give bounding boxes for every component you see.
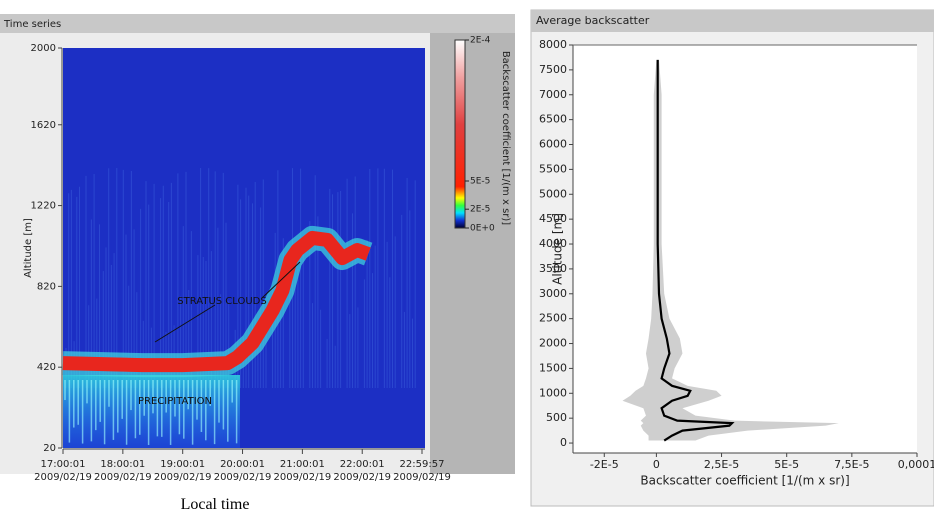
- y-tick-label: 820: [37, 281, 56, 292]
- spread-band: [622, 59, 839, 441]
- y-tick-label: 7500: [539, 63, 567, 76]
- y-tick-label: 6500: [539, 113, 567, 126]
- y-tick-label: 0: [560, 436, 567, 449]
- y-tick-label: 4000: [539, 237, 567, 250]
- x-tick-label: 21:00:01 2009/02/19: [273, 459, 332, 483]
- y-tick-label: 7000: [539, 88, 567, 101]
- y-tick-label: 20: [43, 443, 56, 454]
- y-tick-label: 2500: [539, 312, 567, 325]
- y-tick-label: 5000: [539, 187, 567, 200]
- x-tick-label: 22:59:57 2009/02/19: [393, 459, 451, 483]
- y-tick-label: 2000: [539, 337, 567, 350]
- x-tick-label: 7,5E-5: [834, 458, 869, 471]
- y-axis-label: Altitude [m]: [23, 218, 34, 278]
- panel-title: Time series: [3, 19, 61, 30]
- x-tick-label: 0: [653, 458, 660, 471]
- y-tick-label: 1500: [539, 361, 567, 374]
- y-tick-label: 1000: [539, 386, 567, 399]
- colorbar-tick-label: 5E-5: [470, 177, 490, 187]
- y-axis-label: Altitude [m]: [551, 213, 565, 285]
- left-header: [0, 14, 515, 33]
- y-tick-label: 420: [37, 362, 56, 373]
- x-tick-label: 20:00:01 2009/02/19: [213, 459, 272, 483]
- colorbar-label: Backscatter coefficient [1/(m x sr)]: [500, 51, 511, 225]
- colorbar-tick-label: 0E+0: [470, 224, 495, 234]
- y-tick-label: 2000: [31, 43, 56, 54]
- x-tick-label: 18:00:01 2009/02/19: [94, 459, 152, 483]
- leader: [261, 261, 301, 299]
- x-tick-label: -2E-5: [590, 458, 619, 471]
- x-tick-label: 17:00:01 2009/02/19: [34, 459, 92, 483]
- y-tick-label: 5500: [539, 162, 567, 175]
- x-tick-label: 5E-5: [774, 458, 799, 471]
- y-tick-label: 6000: [539, 138, 567, 151]
- colorbar-tick-label: 2E-4: [470, 36, 491, 46]
- y-tick-label: 500: [546, 411, 567, 424]
- x-axis-label: Local time: [180, 496, 250, 513]
- annotation: PRECIPITATION: [138, 396, 212, 407]
- y-tick-label: 1220: [31, 201, 56, 212]
- x-tick-label: 2,5E-5: [704, 458, 739, 471]
- y-tick-label: 1620: [31, 120, 56, 131]
- plot-area: [573, 45, 917, 453]
- colorbar-strip: [430, 33, 515, 474]
- x-axis-label: Backscatter coefficient [1/(m x sr)]: [640, 474, 849, 488]
- colorbar: [454, 39, 466, 229]
- x-tick-label: 22:00:01 2009/02/19: [333, 459, 392, 483]
- leader: [154, 304, 216, 343]
- x-tick-label: 19:00:01 2009/02/19: [153, 459, 212, 483]
- x-tick-label: 0,0001: [898, 458, 934, 471]
- panel-title: Average backscatter: [536, 14, 650, 27]
- precipitation: [63, 375, 240, 448]
- cloud-layer: [62, 230, 371, 373]
- y-tick-label: 8000: [539, 38, 567, 51]
- right-header: [531, 10, 934, 32]
- annotation: STRATUS CLOUDS: [177, 296, 266, 307]
- y-tick-label: 3000: [539, 287, 567, 300]
- colorbar-tick-label: 2E-5: [470, 205, 490, 215]
- profile-line: [656, 59, 735, 442]
- y-tick-label: 4500: [539, 212, 567, 225]
- y-tick-label: 3500: [539, 262, 567, 275]
